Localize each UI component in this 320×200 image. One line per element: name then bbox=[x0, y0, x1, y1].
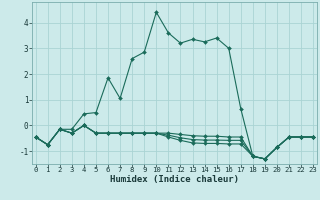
X-axis label: Humidex (Indice chaleur): Humidex (Indice chaleur) bbox=[110, 175, 239, 184]
